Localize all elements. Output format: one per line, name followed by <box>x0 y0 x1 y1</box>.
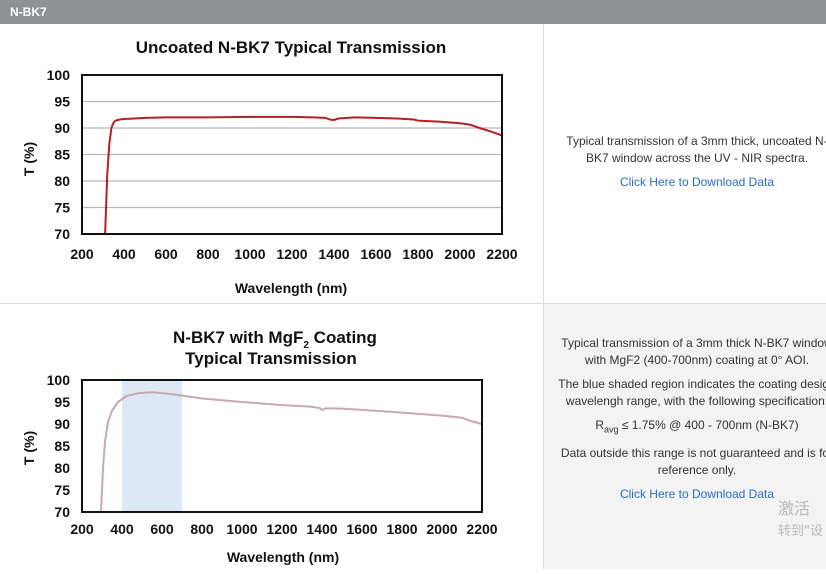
download-data-link[interactable]: Click Here to Download Data <box>619 175 775 189</box>
description-text: Typical transmission of a 3mm thick, unc… <box>566 134 826 165</box>
transmission-series-line <box>100 391 483 513</box>
x-tick-label: 2200 <box>486 246 517 262</box>
section-header-bar: N-BK7 <box>0 0 826 24</box>
description-cell: Typical transmission of a 3mm thick N-BK… <box>544 304 826 569</box>
product-row-uncoated: Uncoated N-BK7 Typical Transmission 100 9… <box>0 24 826 304</box>
coating-spec: Ravg ≤ 1.75% @ 400 - 700nm (N-BK7) <box>595 418 799 435</box>
uncoated-transmission-chart: Uncoated N-BK7 Typical Transmission 100 9… <box>21 38 518 296</box>
x-axis-label: Wavelength (nm) <box>227 549 339 565</box>
coating-range-shade <box>122 380 182 512</box>
x-tick-label: 400 <box>110 521 134 537</box>
chart-cell: Uncoated N-BK7 Typical Transmission 100 9… <box>0 24 544 303</box>
chart-title: Uncoated N-BK7 Typical Transmission <box>136 38 446 57</box>
activation-watermark-line2: 转到"设 <box>778 524 823 539</box>
product-row-mgf2: N-BK7 with MgF2 Coating Typical Transmis… <box>0 304 826 569</box>
y-tick-label: 75 <box>54 482 70 498</box>
y-tick-label: 100 <box>47 372 71 388</box>
y-tick-label: 80 <box>54 173 70 189</box>
download-data-link[interactable]: Click Here to Download Data <box>619 487 775 502</box>
y-tick-label: 70 <box>54 504 70 520</box>
x-tick-label: 1800 <box>386 521 417 537</box>
activation-watermark-line1: 激活 <box>778 499 811 518</box>
y-axis-label: T (%) <box>21 431 37 465</box>
y-tick-label: 90 <box>54 120 70 136</box>
x-tick-label: 600 <box>150 521 174 537</box>
x-tick-label: 1000 <box>226 521 257 537</box>
description-cell: Typical transmission of a 3mm thick, unc… <box>544 24 826 303</box>
description-block: Typical transmission of a 3mm thick, unc… <box>556 133 826 198</box>
y-tick-label: 80 <box>54 460 70 476</box>
x-axis-label: Wavelength (nm) <box>235 280 347 296</box>
y-tick-label: 95 <box>54 394 70 410</box>
y-tick-label: 85 <box>54 438 70 454</box>
y-tick-label: 95 <box>54 94 70 110</box>
plot-frame <box>81 379 483 513</box>
chart-title-line1: N-BK7 with MgF2 Coating <box>173 328 377 351</box>
x-tick-label: 200 <box>70 246 94 262</box>
x-tick-label: 1600 <box>360 246 391 262</box>
y-tick-label: 70 <box>54 226 70 242</box>
x-tick-label: 1200 <box>266 521 297 537</box>
disclaimer-text: Data outside this range is not guarantee… <box>560 446 826 478</box>
x-tick-label: 2000 <box>426 521 457 537</box>
x-tick-label: 1800 <box>402 246 433 262</box>
x-tick-label: 1400 <box>306 521 337 537</box>
x-tick-label: 800 <box>190 521 214 537</box>
plot-frame <box>81 74 503 235</box>
x-tick-label: 1400 <box>318 246 349 262</box>
x-tick-label: 400 <box>112 246 136 262</box>
x-tick-label: 2000 <box>444 246 475 262</box>
section-title: N-BK7 <box>10 5 47 19</box>
transmission-series-line <box>104 115 503 235</box>
y-tick-label: 100 <box>47 67 71 83</box>
chart-cell: N-BK7 with MgF2 Coating Typical Transmis… <box>0 304 544 569</box>
shading-note: The blue shaded region indicates the coa… <box>558 377 826 408</box>
chart-title-line2: Typical Transmission <box>185 349 357 368</box>
y-tick-label: 90 <box>54 416 70 432</box>
description-block: Typical transmission of a 3mm thick N-BK… <box>556 335 826 510</box>
y-tick-label: 85 <box>54 147 70 163</box>
mgf2-transmission-chart: N-BK7 with MgF2 Coating Typical Transmis… <box>21 328 498 565</box>
x-tick-label: 600 <box>154 246 178 262</box>
x-tick-label: 800 <box>196 246 220 262</box>
y-tick-label: 75 <box>54 200 70 216</box>
description-text: Typical transmission of a 3mm thick N-BK… <box>561 336 826 367</box>
x-tick-label: 1600 <box>346 521 377 537</box>
y-axis-label: T (%) <box>21 142 37 176</box>
x-tick-label: 1000 <box>234 246 265 262</box>
x-tick-label: 2200 <box>466 521 497 537</box>
x-tick-label: 1200 <box>276 246 307 262</box>
x-tick-label: 200 <box>70 521 94 537</box>
